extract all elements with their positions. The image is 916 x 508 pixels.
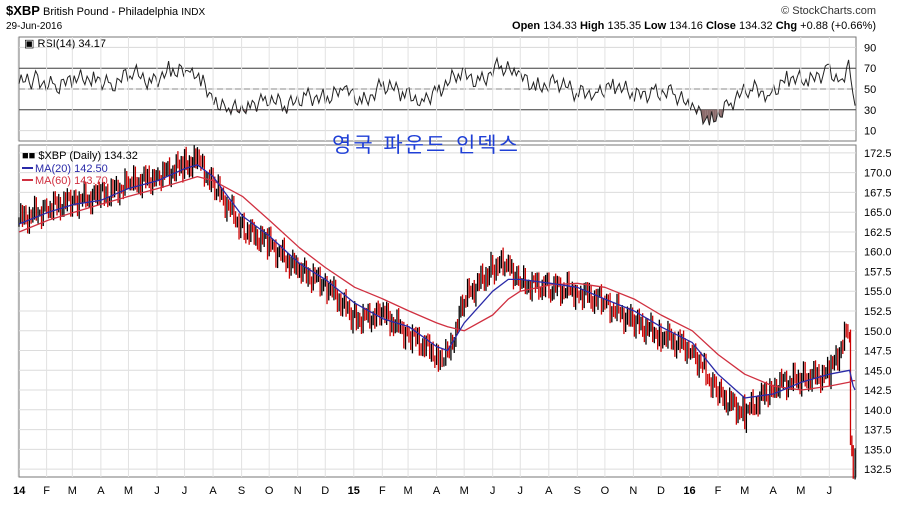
rsi-tick-label: 30 — [864, 105, 876, 117]
x-tick-label: N — [629, 485, 637, 497]
x-tick-label: M — [68, 485, 77, 497]
price-panel: 172.5 170.0 167.5 165.0 162.5 160.0 157.5 155.0… — [17, 37, 892, 480]
rsi-panel: 90 70 50 30 10 ▣ RSI(14) 34.17 — [18, 36, 876, 142]
x-tick-label: A — [433, 485, 441, 497]
rsi-oversold-fill — [713, 109, 716, 122]
x-tick-label: M — [796, 485, 805, 497]
x-tick-label: S — [238, 485, 245, 497]
x-tick-label: J — [518, 485, 524, 497]
x-tick-label: J — [154, 485, 160, 497]
quote-line: Open 134.33 High 135.35 Low 134.16 Close… — [512, 20, 876, 33]
x-tick-label: A — [770, 485, 778, 497]
x-tick-label: J — [827, 485, 833, 497]
x-tick-label: F — [379, 485, 386, 497]
annotation-text: 영국 파운드 인덱스 — [332, 133, 520, 157]
x-tick-label: 16 — [683, 485, 695, 497]
price-tick-label: 137.5 — [864, 425, 892, 437]
ma20-line — [18, 164, 856, 399]
chart-date: 29-Jun-2016 — [6, 21, 63, 32]
open-value: 134.33 — [543, 20, 577, 32]
price-tick-label: 155.0 — [864, 286, 892, 298]
rsi-tick-label: 50 — [864, 84, 876, 96]
open-label: Open — [512, 20, 541, 32]
price-tick-label: 147.5 — [864, 346, 892, 358]
chg-label: Chg — [775, 20, 798, 32]
price-tick-label: 167.5 — [864, 187, 892, 199]
x-tick-label: 15 — [348, 485, 360, 497]
rsi-tick-label: 70 — [864, 63, 876, 75]
price-tick-label: 145.0 — [864, 365, 892, 377]
close-value: 134.32 — [738, 20, 773, 32]
instrument-name: British Pound - Philadelphia — [43, 6, 179, 18]
price-tick-label: 165.0 — [864, 207, 892, 219]
x-tick-label: F — [715, 485, 722, 497]
x-tick-label: M — [124, 485, 133, 497]
x-tick-label: A — [545, 485, 553, 497]
price-tick-label: 152.5 — [864, 306, 892, 318]
x-tick-label: F — [43, 485, 50, 497]
x-tick-label: M — [460, 485, 469, 497]
rsi-tick-label: 10 — [864, 126, 876, 138]
ma60-line — [18, 175, 856, 391]
price-tick-label: 162.5 — [864, 227, 892, 239]
x-tick-label: D — [321, 485, 329, 497]
x-axis: 14 F M A M J J A S O N D 15 F M A M J J A S O N D 16 F M A M J — [13, 485, 832, 497]
price-tick-label: 160.0 — [864, 247, 892, 259]
price-tick-label: 132.5 — [864, 464, 892, 476]
x-tick-label: S — [574, 485, 581, 497]
rsi-oversold-fill — [720, 109, 723, 118]
low-label: Low — [644, 20, 667, 32]
chg-value: +0.88 (+0.66%) — [800, 20, 876, 32]
x-tick-label: M — [403, 485, 412, 497]
x-tick-label: J — [490, 485, 496, 497]
close-label: Close — [705, 20, 736, 32]
x-tick-label: O — [601, 485, 610, 497]
x-tick-label: D — [657, 485, 665, 497]
low-value: 134.16 — [669, 20, 703, 32]
x-tick-label: 14 — [13, 485, 26, 497]
price-tick-label: 142.5 — [864, 385, 892, 397]
x-tick-label: N — [294, 485, 302, 497]
price-tick-label: 157.5 — [864, 266, 892, 278]
rsi-legend: ▣ RSI(14) 34.17 — [24, 38, 106, 50]
x-tick-label: A — [97, 485, 105, 497]
x-tick-label: J — [182, 485, 188, 497]
rsi-tick-label: 90 — [864, 42, 876, 54]
price-tick-label: 150.0 — [864, 326, 892, 338]
x-tick-label: A — [209, 485, 217, 497]
high-value: 135.35 — [607, 20, 642, 32]
symbol: $XBP — [6, 3, 40, 18]
ma60-legend: MA(60) 143.70 — [35, 175, 108, 187]
price-tick-label: 135.0 — [864, 444, 892, 456]
stockcharts-brand: © StockCharts.com — [781, 5, 876, 17]
price-legend: ■■ $XBP (Daily) 134.32 — [22, 150, 138, 162]
ma20-legend: MA(20) 142.50 — [35, 163, 108, 175]
rsi-oversold-fill — [705, 109, 708, 120]
price-tick-label: 140.0 — [864, 405, 892, 417]
price-tick-label: 170.0 — [864, 168, 892, 180]
high-label: High — [579, 20, 605, 32]
price-tick-label: 172.5 — [864, 148, 892, 160]
x-tick-label: O — [265, 485, 274, 497]
exchange: INDX — [181, 7, 206, 18]
chart-title-line: $XBP British Pound - Philadelphia INDX — [6, 4, 205, 19]
x-tick-label: M — [740, 485, 749, 497]
